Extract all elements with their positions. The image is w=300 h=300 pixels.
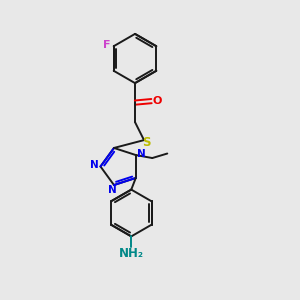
Text: S: S xyxy=(142,136,151,149)
Text: NH₂: NH₂ xyxy=(119,247,144,260)
Text: O: O xyxy=(153,96,162,106)
Text: N: N xyxy=(90,160,99,170)
Text: N: N xyxy=(108,185,117,195)
Text: N: N xyxy=(137,148,146,158)
Text: F: F xyxy=(103,40,111,50)
